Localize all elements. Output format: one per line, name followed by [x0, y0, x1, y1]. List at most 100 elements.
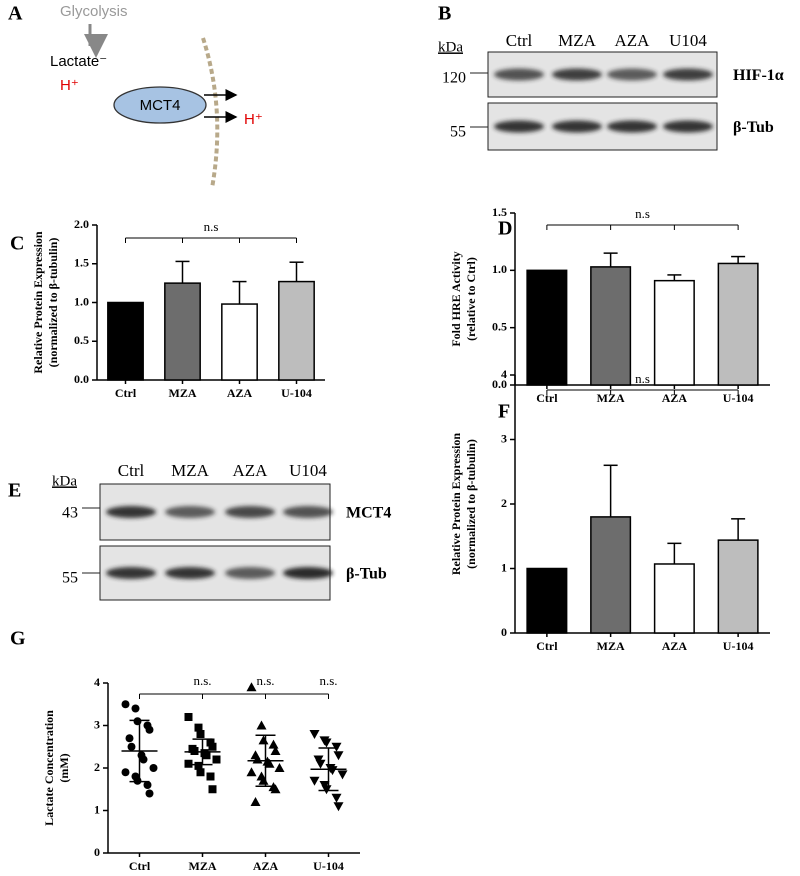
y-tick-label: 1: [94, 802, 100, 816]
lane-label: U104: [289, 461, 327, 480]
bar: [221, 303, 258, 381]
point: [268, 739, 279, 749]
point: [194, 723, 203, 732]
panel-label: B: [438, 3, 451, 25]
point: [184, 713, 193, 721]
marker-label: 120: [442, 70, 466, 87]
point: [309, 730, 320, 739]
band: [106, 506, 156, 518]
band: [494, 68, 544, 81]
point: [196, 768, 205, 777]
band: [106, 567, 156, 579]
band: [494, 120, 544, 133]
proton-in-label: H⁺: [60, 77, 79, 94]
point: [274, 763, 285, 772]
y-tick-label: 2: [501, 496, 507, 510]
band: [165, 567, 215, 579]
point: [208, 785, 217, 794]
band: [283, 567, 333, 579]
point: [143, 781, 152, 789]
x-tick-label: MZA: [597, 639, 625, 653]
bar: [653, 563, 695, 634]
transporter: [113, 86, 207, 124]
y-tick-label: 3: [94, 717, 100, 731]
glycolysis-label: Glycolysis: [60, 3, 128, 20]
y-axis-label: (mM): [57, 753, 71, 782]
lane-label: Ctrl: [118, 461, 145, 480]
y-axis-label: (relative to Ctrl): [464, 257, 478, 341]
point: [333, 802, 344, 812]
band: [607, 120, 657, 133]
y-tick-label: 0.0: [74, 372, 89, 386]
y-tick-label: 0.0: [492, 377, 507, 391]
band: [165, 506, 215, 518]
panel-label: D: [498, 218, 512, 240]
x-tick-label: Ctrl: [536, 391, 558, 405]
bar: [590, 266, 632, 386]
y-axis-label: Fold HRE Activity: [449, 251, 463, 346]
x-tick-label: MZA: [169, 386, 197, 400]
point: [250, 797, 261, 806]
row-name: MCT4: [346, 505, 391, 522]
point: [206, 738, 215, 747]
panel-label: A: [8, 3, 23, 25]
x-tick-label: MZA: [597, 391, 625, 405]
x-tick-label: Ctrl: [115, 386, 137, 400]
y-tick-label: 0: [94, 845, 100, 859]
lactate-label: Lactate⁻: [50, 53, 107, 70]
panel-label: C: [10, 233, 24, 255]
point: [131, 704, 140, 713]
x-tick-label: U-104: [723, 639, 754, 653]
point: [321, 738, 332, 748]
y-axis-label: Lactate Concentration: [42, 710, 56, 826]
point: [190, 747, 199, 755]
point: [309, 776, 320, 786]
y-axis-label: Relative Protein Expression: [449, 433, 463, 576]
lane-label: Ctrl: [506, 31, 533, 50]
point: [121, 700, 130, 709]
bar: [278, 280, 315, 381]
x-tick-label: Ctrl: [129, 859, 151, 873]
unit-label: kDa: [438, 39, 463, 55]
band: [225, 567, 275, 579]
x-tick-label: AZA: [662, 391, 688, 405]
point: [212, 755, 221, 764]
bar: [164, 282, 201, 381]
marker-label: 55: [450, 124, 466, 141]
point: [196, 730, 205, 738]
point: [139, 755, 148, 764]
band: [283, 506, 333, 518]
x-tick-label: U-104: [313, 859, 344, 873]
panel-label: E: [8, 480, 21, 502]
band: [607, 68, 657, 81]
y-axis-label: (normalized to β-tubulin): [464, 439, 478, 569]
bar: [717, 262, 759, 386]
point: [125, 734, 134, 743]
band: [663, 120, 713, 133]
point: [149, 764, 158, 772]
row-name: β-Tub: [733, 119, 774, 136]
point: [133, 776, 142, 785]
x-tick-label: Ctrl: [536, 639, 558, 653]
point: [315, 759, 326, 769]
annotation: n.s: [204, 219, 219, 234]
bar: [526, 269, 568, 386]
point: [194, 761, 203, 770]
point: [264, 758, 275, 768]
y-tick-label: 3: [501, 431, 507, 445]
x-tick-label: MZA: [189, 859, 217, 873]
bar: [717, 539, 759, 634]
point: [208, 742, 217, 751]
y-tick-label: 1.0: [492, 262, 507, 276]
point: [145, 789, 154, 798]
band: [225, 506, 275, 518]
point: [133, 717, 142, 726]
y-tick-label: 1.0: [74, 294, 89, 308]
point: [206, 772, 215, 781]
x-tick-label: AZA: [227, 386, 253, 400]
point: [270, 784, 281, 794]
y-axis-label: (normalized to β-tubulin): [46, 238, 60, 368]
point: [127, 742, 136, 751]
point: [121, 768, 130, 777]
